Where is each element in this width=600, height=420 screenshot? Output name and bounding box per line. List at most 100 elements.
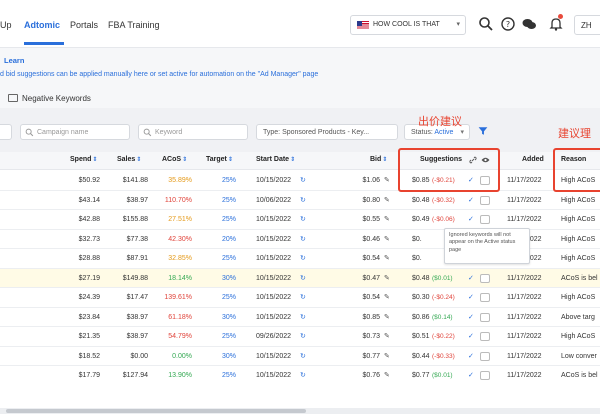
ignore-suggestion-icon[interactable] [480,351,490,361]
refresh-icon[interactable]: ↻ [300,235,306,243]
col-header-suggestions[interactable]: Suggestions [420,156,463,163]
type-filter-value: Type: Sponsored Products - Key... [263,129,370,136]
refresh-icon[interactable]: ↻ [300,216,306,223]
edit-bid-icon[interactable]: ✎ [384,274,390,282]
negative-keywords-icon [8,94,18,102]
apply-suggestion-icon[interactable]: ✓ [468,372,474,379]
edit-bid-icon[interactable]: ✎ [384,372,390,379]
filter-icon[interactable] [478,126,488,136]
refresh-icon[interactable]: ↻ [300,274,306,282]
refresh-icon[interactable]: ↻ [300,352,306,360]
edit-bid-icon[interactable]: ✎ [384,333,390,340]
cell-spend: $17.79 [78,372,100,379]
col-header-sales[interactable]: Sales⇕ [117,156,142,163]
cell-start-date: 10/15/2022 [256,352,292,360]
edit-bid-icon[interactable]: ✎ [384,352,390,360]
table-header [0,152,600,170]
edit-bid-icon[interactable]: ✎ [384,216,390,223]
cell-reason: ACoS is bel [561,274,598,282]
apply-suggestion-icon[interactable]: ✓ [468,352,474,360]
nav-item-up[interactable]: Up [0,20,12,30]
apply-suggestion-icon[interactable]: ✓ [468,177,474,184]
apply-suggestion-icon[interactable]: ✓ [468,313,474,321]
status-filter-select[interactable]: Status: Active ▾ [404,124,470,140]
edit-bid-icon[interactable]: ✎ [384,235,390,243]
store-selector[interactable]: HOW COOL IS THAT ▾ [350,15,466,35]
col-header-start-date[interactable]: Start Date⇕ [256,156,296,163]
cell-bid: $0.85 [362,313,380,321]
scrollbar-thumb[interactable] [6,409,306,413]
filter-search-input[interactable] [0,124,12,140]
refresh-icon[interactable]: ↻ [300,196,306,204]
type-filter-select[interactable]: Type: Sponsored Products - Key... [256,124,398,140]
refresh-icon[interactable]: ↻ [300,372,306,379]
table-row: $50.92 $141.88 35.89% 25% 10/15/2022 ↻ $1.06 ✎ $… [0,171,600,191]
cell-start-date: 10/15/2022 [256,372,292,379]
ignore-suggestion-icon[interactable] [480,273,490,283]
link-icon[interactable] [469,156,477,164]
apply-suggestion-icon[interactable]: ✓ [468,274,474,282]
campaign-search-input[interactable]: Campaign name [20,124,130,140]
col-header-bid[interactable]: Bid⇕ [370,156,388,163]
apply-suggestion-icon[interactable]: ✓ [468,333,474,340]
hide-eye-icon[interactable] [481,156,490,164]
ignore-suggestion-icon[interactable] [480,293,490,302]
cell-acos: 139.61% [164,294,192,301]
status-filter-value: Active [434,129,454,136]
notification-dot [558,14,563,19]
cell-acos: 42.30% [168,235,192,243]
col-header-acos[interactable]: ACoS⇕ [162,156,188,163]
chat-icon[interactable] [521,16,537,32]
refresh-icon[interactable]: ↻ [300,255,306,262]
language-selector[interactable]: ZH [574,15,600,35]
apply-suggestion-icon[interactable]: ✓ [468,196,474,204]
ignore-suggestion-icon[interactable] [480,371,490,380]
refresh-icon[interactable]: ↻ [300,294,306,301]
top-nav: Up Adtomic Portals FBA Training HOW COOL… [0,0,600,48]
edit-bid-icon[interactable]: ✎ [384,177,390,184]
cell-reason: High ACoS [561,255,596,262]
ignore-suggestion-icon[interactable] [480,176,490,185]
edit-bid-icon[interactable]: ✎ [384,255,390,262]
cell-added: 11/17/2022 [507,294,542,301]
cell-target: 25% [221,196,236,204]
keyword-search-placeholder: Keyword [155,129,183,136]
apply-suggestion-icon[interactable]: ✓ [468,294,474,301]
edit-bid-icon[interactable]: ✎ [384,196,390,204]
ignore-suggestion-icon[interactable] [480,215,490,224]
refresh-icon[interactable]: ↻ [300,177,306,184]
edit-bid-icon[interactable]: ✎ [384,313,390,321]
ignore-suggestion-icon[interactable] [480,332,490,341]
learn-link[interactable]: Learn [4,56,25,65]
col-header-spend[interactable]: Spend⇕ [70,156,98,163]
cell-target: 25% [221,216,236,223]
help-icon[interactable]: ? [500,16,516,32]
negative-keywords-tab[interactable]: Negative Keywords [8,94,91,103]
keyword-search-input[interactable]: Keyword [138,124,248,140]
refresh-icon[interactable]: ↻ [300,313,306,321]
cell-bid: $0.73 [362,333,380,340]
horizontal-scrollbar[interactable] [0,408,600,414]
cell-suggestion-diff: (-$0.24) [432,294,455,301]
nav-item-portals[interactable]: Portals [70,20,99,30]
ignore-suggestion-icon[interactable] [480,195,490,205]
edit-bid-icon[interactable]: ✎ [384,294,390,301]
col-header-target[interactable]: Target⇕ [206,156,233,163]
nav-item-adtomic[interactable]: Adtomic [24,20,60,30]
cell-suggestion-diff: (-$0.32) [432,196,455,204]
search-icon[interactable] [478,16,494,32]
chevron-down-icon: ▾ [460,129,464,136]
table-row: $21.35 $38.97 54.79% 25% 09/26/2022 ↻ $0.73 ✎ $0… [0,327,600,347]
ignore-suggestion-icon[interactable] [480,312,490,322]
apply-suggestion-icon[interactable]: ✓ [468,216,474,223]
cell-suggestion: $0.51 [412,333,430,340]
col-header-added[interactable]: Added [522,156,544,163]
cell-start-date: 10/06/2022 [256,196,292,204]
refresh-icon[interactable]: ↻ [300,333,306,340]
col-header-reason[interactable]: Reason [561,156,587,163]
cell-spend: $21.35 [78,333,100,340]
bell-icon[interactable] [548,16,564,32]
cell-sales: $127.94 [122,372,148,379]
active-nav-indicator [24,42,64,45]
nav-item-fba-training[interactable]: FBA Training [108,20,160,30]
